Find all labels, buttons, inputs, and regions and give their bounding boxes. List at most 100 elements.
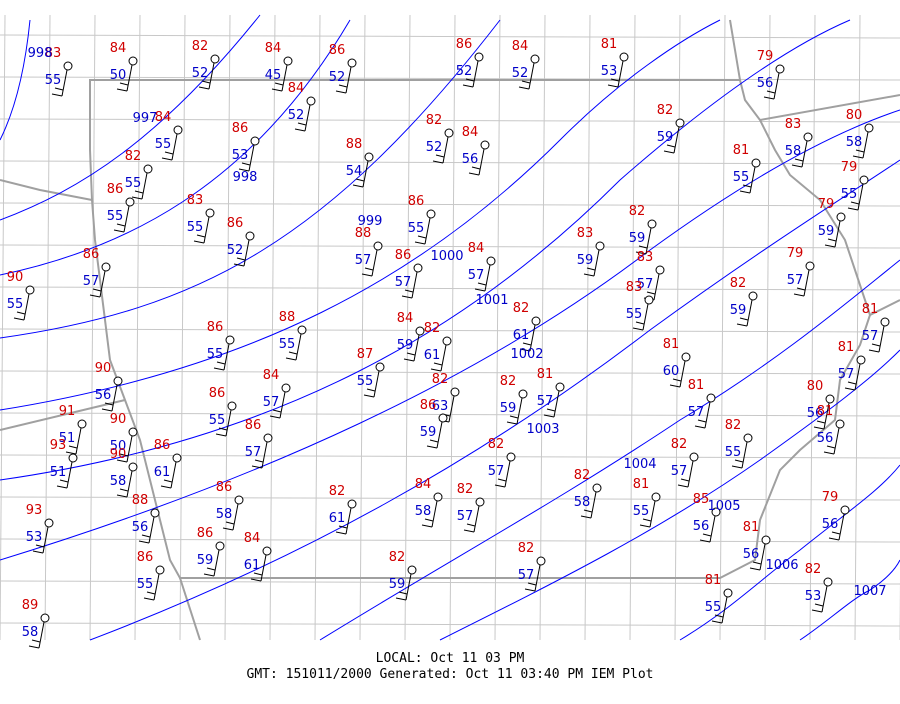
wind-barb [824, 244, 836, 248]
footer-local: LOCAL: Oct 11 03 PM [376, 651, 525, 666]
dewpoint: 55 [187, 220, 204, 235]
station: 83 55 [187, 193, 215, 244]
station: 84 58 [415, 477, 443, 528]
station-circle [840, 505, 850, 515]
temperature: 84 [288, 81, 305, 96]
wind-barb [119, 82, 129, 86]
station: 82 63 [432, 372, 460, 423]
wind-staff [295, 333, 302, 361]
dewpoint: 52 [426, 140, 443, 155]
wind-barb [477, 282, 487, 286]
county-line [629, 14, 636, 641]
station: 82 59 [389, 550, 417, 601]
wind-staff [534, 564, 541, 592]
temperature: 83 [626, 280, 643, 295]
wind-barb [285, 357, 297, 361]
dewpoint: 57 [787, 273, 804, 288]
station: 81 55 [633, 477, 661, 528]
temperature: 86 [456, 37, 473, 52]
station-circle [128, 427, 138, 437]
temperature: 86 [408, 194, 425, 209]
wind-barb [435, 154, 445, 158]
station: 84 45 [265, 41, 293, 92]
station-circle [864, 123, 874, 133]
temperature: 82 [426, 113, 443, 128]
wind-barb [471, 166, 481, 170]
station: 82 61 [513, 301, 541, 352]
dewpoint: 59 [577, 253, 594, 268]
temperature: 84 [462, 125, 479, 140]
station-circle [555, 382, 565, 392]
temperature: 90 [110, 447, 127, 462]
wind-barb [395, 597, 407, 601]
station-circle [531, 316, 541, 326]
wind-barb [417, 235, 427, 239]
temperature: 86 [232, 121, 249, 136]
dewpoint: 59 [818, 224, 835, 239]
dewpoint: 59 [500, 401, 517, 416]
wind-staff [642, 303, 649, 331]
dewpoint: 57 [518, 568, 535, 583]
station-circle [651, 492, 661, 502]
isobars [0, 14, 900, 641]
station-circle [856, 355, 866, 365]
station-circle [25, 285, 35, 295]
dewpoint: 53 [805, 589, 822, 604]
dewpoint: 55 [633, 504, 650, 519]
wind-staff [484, 264, 491, 292]
station-circle [655, 265, 665, 275]
wind-staff [821, 585, 828, 613]
dewpoint: 57 [83, 274, 100, 289]
wind-staff [746, 299, 753, 327]
station: 85 56 [693, 492, 721, 543]
wind-staff [803, 269, 810, 297]
wind-barb [403, 358, 415, 362]
station: 86 57 [83, 247, 111, 298]
isobar-line [0, 19, 721, 411]
wind-barb [164, 151, 174, 155]
station-circle [711, 507, 721, 517]
station: 83 59 [577, 226, 605, 277]
county-line [404, 14, 411, 641]
temperature: 89 [22, 598, 39, 613]
isobar-label: 1000 [430, 249, 463, 264]
isobar-label: 998 [233, 170, 258, 185]
station: 81 55 [705, 573, 733, 624]
isobar-label: 1001 [475, 293, 508, 308]
dewpoint: 57 [245, 445, 262, 460]
station-circle [803, 132, 813, 142]
dewpoint: 55 [626, 307, 643, 322]
temperature: 86 [207, 320, 224, 335]
station-circle [143, 164, 153, 174]
station-circle [438, 413, 448, 423]
wind-barb [251, 465, 263, 469]
wind-barb [714, 614, 724, 618]
wind-barb [426, 445, 438, 449]
dewpoint: 61 [424, 348, 441, 363]
dewpoint: 52 [456, 64, 473, 79]
wind-barb [465, 78, 475, 82]
station-circle [536, 556, 546, 566]
temperature: 81 [601, 37, 618, 52]
temperature: 87 [357, 347, 374, 362]
dewpoint: 52 [329, 70, 346, 85]
temperature: 81 [817, 404, 834, 419]
station: 84 57 [468, 241, 496, 292]
station-circle [723, 588, 733, 598]
county-line [719, 14, 726, 641]
temperature: 82 [574, 468, 591, 483]
wind-barb [363, 394, 375, 398]
wind-barb [398, 591, 408, 595]
dewpoint: 61 [513, 328, 530, 343]
wind-barb [766, 90, 776, 94]
isobar-line [319, 259, 900, 641]
station: 81 57 [862, 302, 890, 353]
wind-staff [141, 172, 148, 200]
wind-staff [208, 62, 215, 90]
wind-barb [580, 515, 592, 519]
station-circle [644, 295, 654, 305]
wind-barb [424, 518, 434, 522]
wind-staff [448, 395, 455, 423]
temperature: 79 [757, 49, 774, 64]
wind-barb [638, 245, 648, 249]
